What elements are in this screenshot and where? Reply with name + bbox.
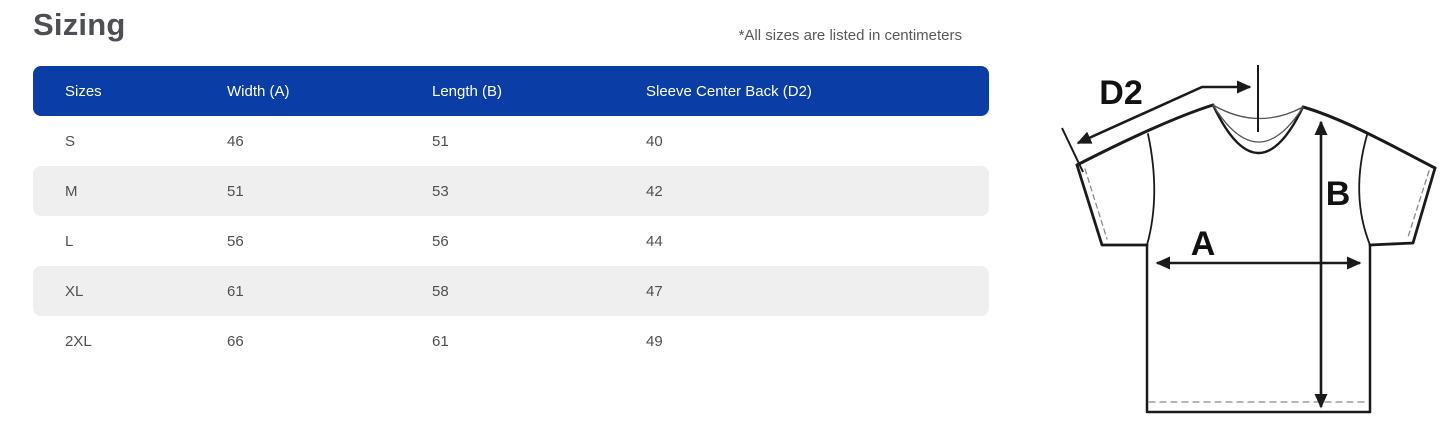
width-value: 51: [227, 182, 244, 200]
d2-label: D2: [1099, 74, 1142, 112]
tshirt-measurement-diagram: D2 A B: [1061, 65, 1437, 414]
width-value: 66: [227, 332, 244, 350]
sizing-table: Sizes Width (A) Length (B) Sleeve Center…: [33, 66, 989, 366]
size-label: M: [65, 182, 78, 200]
tshirt-outline-icon: [1075, 103, 1437, 414]
length-value: 51: [432, 132, 449, 150]
sleeve-value: 47: [646, 282, 663, 300]
size-label: XL: [65, 282, 84, 300]
length-value: 58: [432, 282, 449, 300]
a-label: A: [1191, 225, 1216, 263]
sleeve-value: 44: [646, 232, 663, 250]
sleeve-value: 40: [646, 132, 663, 150]
sleeve-value: 42: [646, 182, 663, 200]
width-value: 46: [227, 132, 244, 150]
size-label: L: [65, 232, 74, 250]
size-label: 2XL: [65, 332, 92, 350]
length-value: 61: [432, 332, 449, 350]
column-header-width: Width (A): [227, 82, 290, 100]
shoulder-reference-line: [1061, 127, 1084, 173]
table-row: XL 61 58 47: [33, 266, 989, 316]
length-value: 53: [432, 182, 449, 200]
table-row: M 51 53 42: [33, 166, 989, 216]
table-row: L 56 56 44: [33, 216, 989, 266]
table-row: 2XL 66 61 49: [33, 316, 989, 366]
size-label: S: [65, 132, 76, 150]
table-header-row: Sizes Width (A) Length (B) Sleeve Center…: [33, 66, 989, 116]
table-row: S 46 51 40: [33, 116, 989, 166]
page-title: Sizing: [33, 7, 126, 42]
d2-measure-arrow: [1076, 80, 1252, 145]
width-value: 61: [227, 282, 244, 300]
column-header-sleeve: Sleeve Center Back (D2): [646, 82, 812, 100]
units-note: *All sizes are listed in centimeters: [738, 27, 962, 44]
sleeve-value: 49: [646, 332, 663, 350]
b-label: B: [1326, 175, 1351, 213]
width-value: 56: [227, 232, 244, 250]
column-header-length: Length (B): [432, 82, 503, 100]
length-value: 56: [432, 232, 449, 250]
column-header-sizes: Sizes: [65, 82, 102, 100]
